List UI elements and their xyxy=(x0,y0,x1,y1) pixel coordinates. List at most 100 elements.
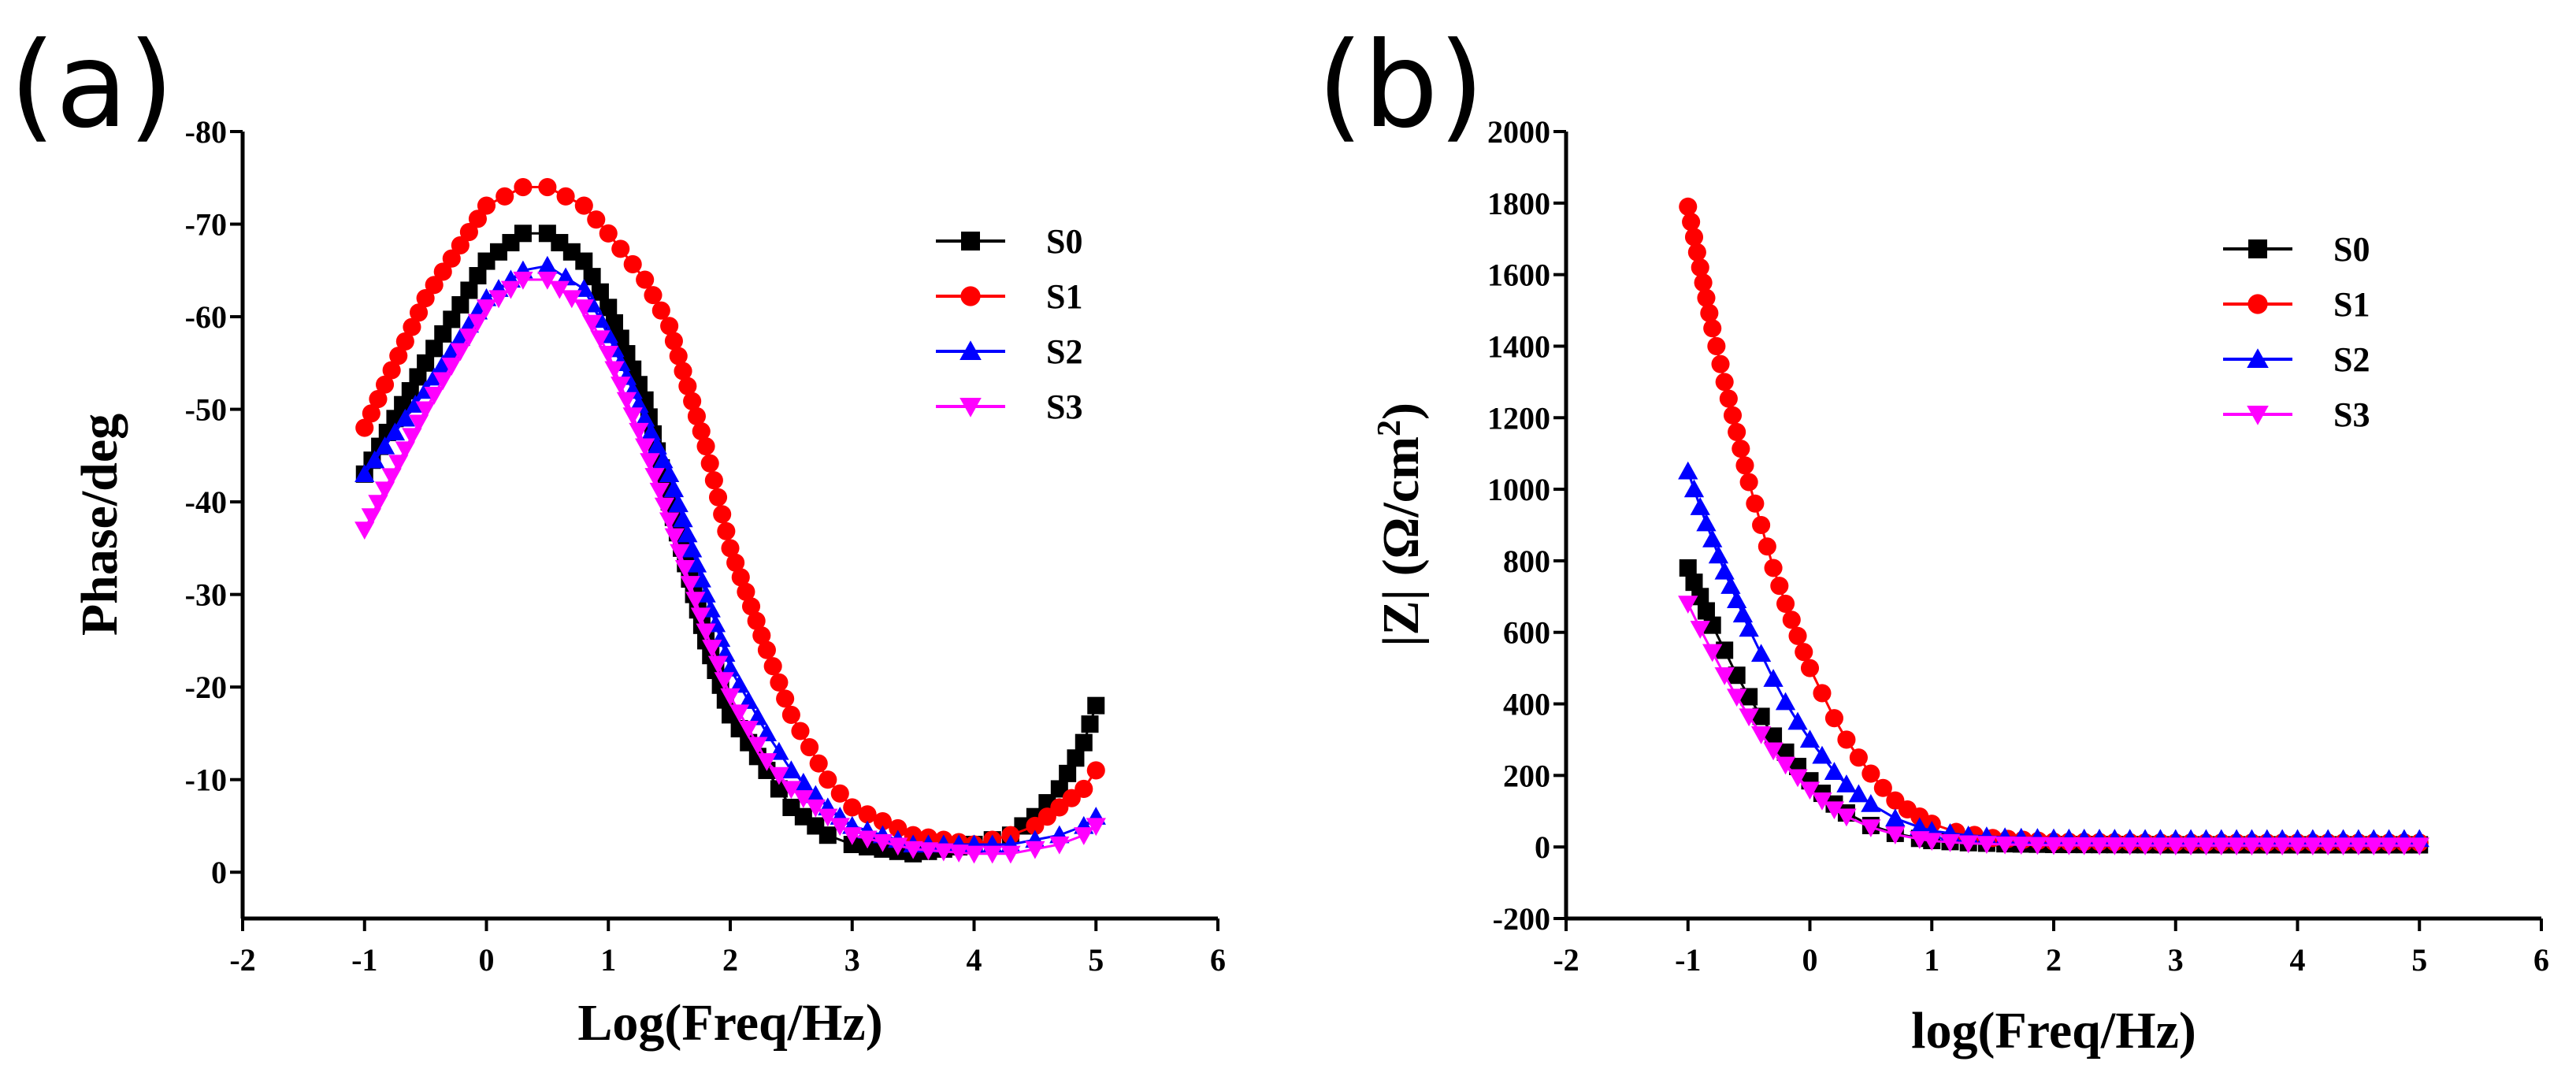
data-point-S1 xyxy=(781,705,800,724)
legend-label-S3: S3 xyxy=(1046,388,1082,426)
data-point-S1 xyxy=(1694,273,1713,292)
data-point-S3 xyxy=(2043,837,2064,855)
data-point-S2 xyxy=(1696,513,1717,532)
data-point-S2 xyxy=(663,479,685,498)
data-point-S3 xyxy=(408,414,429,433)
data-point-S2 xyxy=(384,422,406,441)
data-point-S2 xyxy=(1750,644,1772,662)
data-point-S0 xyxy=(425,340,444,358)
data-point-S3 xyxy=(598,345,618,364)
data-point-S3 xyxy=(2181,837,2201,856)
data-point-S3 xyxy=(934,843,954,862)
data-point-S1 xyxy=(1795,643,1813,662)
data-point-S2 xyxy=(681,539,703,558)
data-point-S1 xyxy=(713,505,732,524)
data-point-S3 xyxy=(1000,845,1021,864)
data-point-S2 xyxy=(691,569,711,588)
x-tick-label: 2 xyxy=(2046,942,2062,978)
data-point-S1 xyxy=(1735,456,1754,475)
data-point-S3 xyxy=(2211,837,2232,856)
x-tick-label: 0 xyxy=(1802,942,1818,978)
data-point-S1 xyxy=(362,404,380,423)
data-point-S3 xyxy=(635,438,655,457)
data-point-S3 xyxy=(872,833,893,852)
legend-label-S2: S2 xyxy=(2333,340,2370,379)
series-line-S1 xyxy=(1687,206,2420,844)
data-point-S1 xyxy=(660,317,679,336)
data-point-S0 xyxy=(1679,559,1697,577)
y-tick-label: 200 xyxy=(1503,758,1550,793)
legend-marker-S0 xyxy=(961,232,980,251)
data-point-S1 xyxy=(1728,422,1746,441)
data-point-S1 xyxy=(737,582,755,601)
legend-label-S0: S0 xyxy=(1046,222,1082,261)
data-point-S0 xyxy=(451,295,470,314)
data-point-S3 xyxy=(1025,841,1045,859)
data-point-S1 xyxy=(717,521,736,540)
data-point-S3 xyxy=(2257,837,2277,856)
data-point-S1 xyxy=(1824,709,1843,728)
data-point-S1 xyxy=(556,187,575,206)
data-point-S1 xyxy=(587,210,606,229)
data-point-S1 xyxy=(1813,684,1832,703)
data-point-S1 xyxy=(451,236,470,254)
data-point-S2 xyxy=(1739,618,1759,637)
data-point-S1 xyxy=(1764,559,1783,577)
series-line-S0 xyxy=(1687,567,2420,846)
data-point-S3 xyxy=(458,328,480,347)
data-point-S1 xyxy=(858,805,877,824)
data-point-S1 xyxy=(757,640,776,659)
data-point-S2 xyxy=(720,659,741,677)
data-point-S1 xyxy=(389,347,408,366)
chart-a: -2 -1 0 1 2 3 4 5 60-10-20-30-40-50-60-70-80Log(… xyxy=(71,114,1226,1052)
data-point-S3 xyxy=(2166,837,2186,856)
data-point-S1 xyxy=(692,421,711,441)
data-point-S1 xyxy=(1873,778,1892,797)
data-point-S3 xyxy=(1714,667,1735,685)
data-point-S1 xyxy=(644,286,663,305)
legend-label-S1: S1 xyxy=(1046,277,1082,316)
data-point-S3 xyxy=(1861,819,1881,837)
data-point-S1 xyxy=(1739,473,1758,492)
data-point-S2 xyxy=(1824,762,1845,780)
data-point-S3 xyxy=(674,559,696,578)
data-point-S0 xyxy=(409,368,427,386)
y-tick-label: -60 xyxy=(185,299,227,335)
y-tick-label: -30 xyxy=(185,577,227,613)
data-point-S3 xyxy=(1939,833,1961,852)
data-point-S1 xyxy=(687,406,706,425)
data-point-S3 xyxy=(2287,837,2308,856)
data-point-S3 xyxy=(702,640,722,658)
data-point-S3 xyxy=(590,330,611,349)
data-point-S3 xyxy=(361,508,381,527)
data-point-S3 xyxy=(488,290,509,309)
y-tick-label: 1200 xyxy=(1487,400,1550,436)
x-tick-label: -1 xyxy=(351,942,377,978)
series-S3 xyxy=(354,271,1106,864)
data-point-S1 xyxy=(1711,354,1730,373)
data-point-S3 xyxy=(1739,708,1759,727)
y-tick-label: -70 xyxy=(185,207,227,243)
y-tick-label: 2000 xyxy=(1487,114,1550,150)
data-point-S2 xyxy=(748,707,768,726)
data-point-S3 xyxy=(1086,818,1106,837)
data-point-S1 xyxy=(731,568,750,587)
data-point-S0 xyxy=(575,252,593,270)
data-point-S2 xyxy=(1836,774,1857,792)
data-point-S1 xyxy=(752,626,771,645)
data-point-S3 xyxy=(1977,836,1997,854)
data-point-S3 xyxy=(793,790,814,808)
data-point-S0 xyxy=(460,281,478,299)
data-point-S1 xyxy=(708,488,728,507)
x-tick-label: 5 xyxy=(1088,942,1104,978)
data-point-S3 xyxy=(2120,837,2140,855)
data-point-S1 xyxy=(611,239,630,258)
plot-area xyxy=(1678,197,2429,856)
data-point-S1 xyxy=(355,418,374,437)
data-point-S1 xyxy=(721,539,740,558)
data-point-S1 xyxy=(442,249,461,268)
data-point-S1 xyxy=(403,317,421,336)
data-point-S1 xyxy=(375,375,395,394)
data-point-S3 xyxy=(680,576,700,594)
data-point-S1 xyxy=(369,389,388,409)
